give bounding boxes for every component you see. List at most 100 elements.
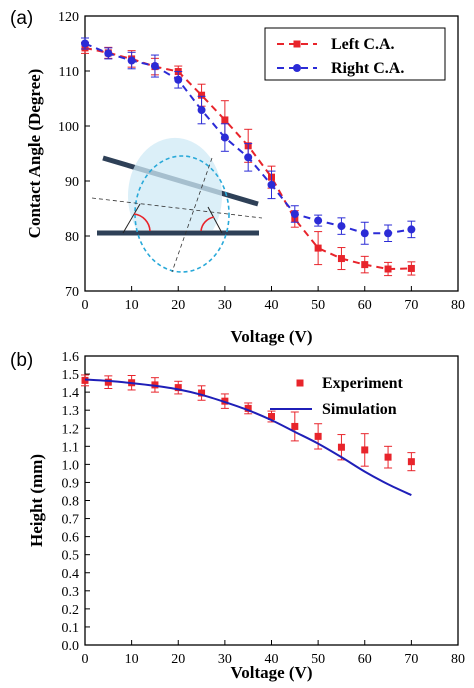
data-point [150,62,159,71]
x-tick-label: 30 [218,298,232,313]
data-point [314,432,322,440]
legend: Left C.A. Right C.A. [264,27,446,81]
data-point [220,133,229,142]
y-tick-label: 1.0 [62,458,80,473]
y-tick-label: 0.2 [62,603,80,618]
data-point [198,91,206,99]
data-point [291,422,299,430]
y-tick-label: 1.1 [62,440,80,455]
data-point [337,255,345,263]
x-tick-label: 50 [311,652,325,667]
data-point [384,453,392,461]
data-point [337,443,345,451]
data-point [197,106,206,115]
y-tick-label: 0.8 [62,495,80,510]
legend-label: Experiment [322,375,404,392]
data-point [407,458,415,466]
y-tick-label: 0.0 [62,639,80,654]
droplet-schematic [91,137,263,273]
data-point [407,225,416,234]
legend-label: Right C.A. [331,60,404,77]
x-tick-label: 40 [265,652,279,667]
left-angle-arc [133,213,151,232]
data-point [244,404,252,412]
droplet-outline [134,155,230,273]
chart-panel-a: (a) 0 10 20 30 40 50 60 70 80 70 80 90 100 110 120 Volta… [10,8,465,346]
data-point [361,261,369,269]
x-axis-title: Voltage (V) [231,327,313,346]
chart-panel-b: (b) 0 10 20 30 40 50 60 70 80 0.0 0.1 0.2 0.3 0.4 0.5 0.… [10,350,465,682]
y-tick-label: 1.2 [62,422,80,437]
legend-marker [293,40,301,48]
right-angle-arc [200,216,215,232]
reference-line [91,197,263,219]
series-line [84,378,412,496]
data-point [104,49,113,58]
data-point [361,446,369,454]
y-tick-label: 0.7 [62,513,80,528]
x-tick-label: 50 [311,298,325,313]
data-point [314,244,322,252]
x-tick-label: 70 [404,652,418,667]
tangent-line [207,206,223,234]
data-point [314,216,323,225]
droplet-body [127,137,222,230]
data-point [81,39,89,48]
legend-label: Left C.A. [331,36,395,53]
data-point [244,153,253,162]
tangent-line [122,203,141,234]
y-tick-label: 0.9 [62,476,80,491]
legend-marker [293,64,301,72]
x-tick-label: 10 [125,298,139,313]
y-tick-label: 1.5 [62,368,80,383]
y-tick-label: 1.6 [62,350,80,365]
y-axis-title: Height (mm) [27,454,46,547]
data-point [290,210,299,218]
y-tick-label: 0.6 [62,531,80,546]
plot-frame [84,355,459,646]
y-tick-label: 0.5 [62,549,80,564]
y-tick-label: 120 [58,10,79,25]
data-point [174,75,183,84]
legend-marker [296,379,304,387]
x-tick-label: 40 [265,298,279,313]
x-tick-label: 0 [82,652,89,667]
x-tick-label: 10 [125,652,139,667]
data-point [198,389,206,397]
y-tick-label: 0.4 [62,567,80,582]
legend-label: Simulation [322,401,397,418]
data-point [384,265,392,273]
data-point [267,180,276,189]
series-1 [84,378,412,496]
data-point [337,222,346,231]
data-point [221,116,229,124]
reference-line [171,157,213,273]
y-tick-label: 100 [58,120,79,135]
y-tick-label: 90 [65,175,79,190]
x-tick-label: 0 [82,298,89,313]
y-tick-label: 70 [65,285,79,300]
x-axis-title: Voltage (V) [231,663,313,682]
legend: Experiment Simulation [270,375,404,418]
panel-label: (b) [10,350,33,371]
x-tick-label: 80 [451,298,465,313]
y-tick-label: 0.1 [62,621,80,636]
x-tick-label: 20 [171,298,185,313]
series-1 [81,37,416,245]
x-tick-label: 20 [171,652,185,667]
x-tick-label: 60 [358,652,372,667]
y-axis-title: Contact Angle (Degree) [25,69,44,239]
x-tick-label: 80 [451,652,465,667]
data-point [384,229,393,238]
data-point [268,413,275,421]
data-point [360,229,369,238]
x-tick-label: 70 [404,298,418,313]
y-tick-label: 110 [59,65,79,80]
panel-label: (a) [10,8,33,29]
x-tick-label: 60 [358,298,372,313]
data-point [174,384,182,392]
y-tick-label: 1.3 [62,404,80,419]
data-point [407,264,415,272]
y-tick-label: 1.4 [62,386,80,401]
